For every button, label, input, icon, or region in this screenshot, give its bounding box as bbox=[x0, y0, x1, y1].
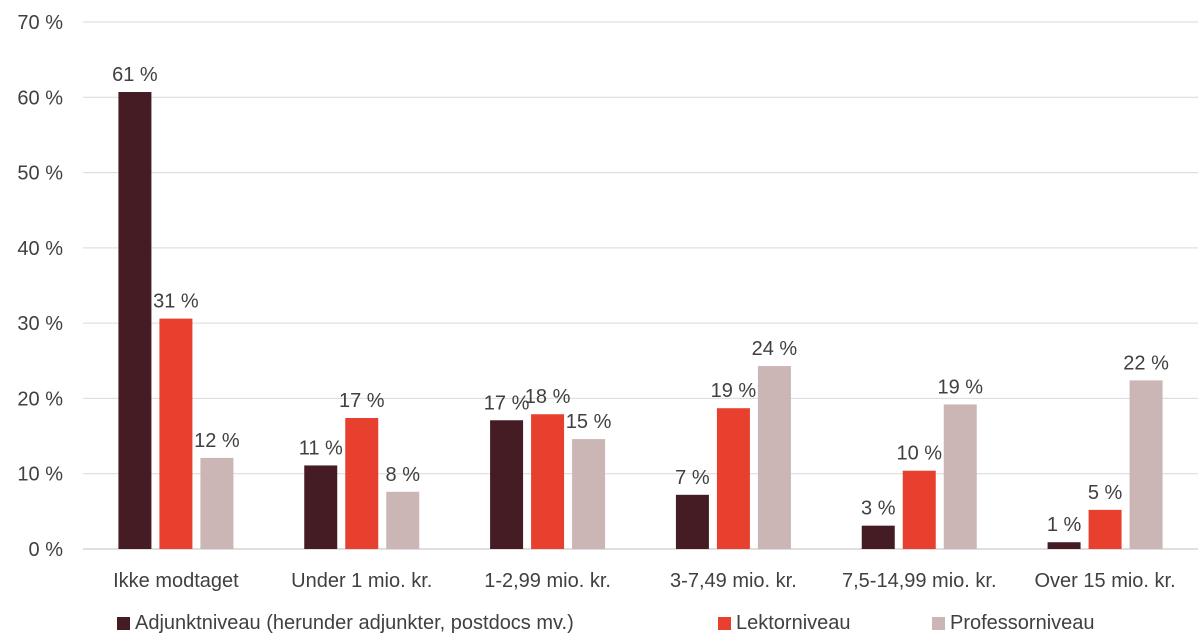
y-tick-label: 50 % bbox=[17, 163, 63, 185]
data-label: 17 % bbox=[484, 392, 530, 414]
bar bbox=[757, 366, 791, 549]
y-tick-label: 40 % bbox=[17, 238, 63, 260]
x-tick-label: 1-2,99 mio. kr. bbox=[484, 570, 611, 592]
x-tick-label: Over 15 mio. kr. bbox=[1035, 570, 1176, 592]
y-axis-tick-labels: 0 % 10 % 20 % 30 % 40 % 50 % 60 % 70 % bbox=[17, 12, 63, 561]
bar bbox=[345, 418, 379, 549]
legend-label-professorniveau: Professorniveau bbox=[950, 612, 1095, 634]
data-label: 12 % bbox=[194, 430, 240, 452]
bar bbox=[304, 465, 338, 549]
data-label: 19 % bbox=[937, 376, 983, 398]
x-tick-label: 3-7,49 mio. kr. bbox=[670, 570, 797, 592]
legend-item-lektorniveau: Lektorniveau bbox=[718, 612, 851, 635]
bar bbox=[1129, 380, 1163, 549]
data-label: 11 % bbox=[299, 437, 343, 459]
bar bbox=[1088, 509, 1122, 549]
legend-item-adjunktniveau: Adjunktniveau (herunder adjunkter, postd… bbox=[117, 612, 574, 635]
data-label: 18 % bbox=[525, 386, 571, 408]
data-label: 61 % bbox=[112, 64, 158, 86]
bar bbox=[943, 404, 977, 549]
gridlines bbox=[83, 21, 1198, 550]
legend-label-adjunktniveau: Adjunktniveau (herunder adjunkter, postd… bbox=[135, 612, 574, 634]
legend: Adjunktniveau (herunder adjunkter, postd… bbox=[0, 612, 1200, 638]
legend-swatch-lektorniveau bbox=[718, 617, 731, 630]
data-label: 31 % bbox=[153, 291, 199, 313]
bar bbox=[200, 457, 234, 549]
bar bbox=[1047, 542, 1081, 549]
data-label: 24 % bbox=[752, 338, 798, 360]
bar bbox=[572, 439, 606, 549]
data-label: 22 % bbox=[1123, 352, 1169, 374]
x-tick-label: Under 1 mio. kr. bbox=[291, 570, 432, 592]
legend-label-lektorniveau: Lektorniveau bbox=[736, 612, 851, 634]
data-label: 19 % bbox=[711, 380, 757, 402]
data-labels: 61 %31 %12 % 11 %17 %8 %17 %18 %15 %7 %19… bbox=[112, 64, 1169, 536]
y-tick-label: 0 % bbox=[29, 539, 64, 561]
y-tick-label: 30 % bbox=[17, 313, 63, 335]
bar bbox=[159, 318, 193, 549]
bar bbox=[716, 408, 750, 549]
x-tick-label: 7,5-14,99 mio. kr. bbox=[842, 570, 997, 592]
legend-item-professorniveau: Professorniveau bbox=[932, 612, 1095, 635]
bar bbox=[675, 494, 709, 549]
data-label: 1 % bbox=[1047, 514, 1082, 536]
bar bbox=[861, 525, 895, 549]
bars bbox=[118, 92, 1163, 549]
x-tick-label: Ikke modtaget bbox=[113, 570, 239, 592]
data-label: 5 % bbox=[1088, 482, 1123, 504]
data-label: 10 % bbox=[896, 443, 942, 465]
x-axis-tick-labels: Ikke modtaget Under 1 mio. kr. 1-2,99 mio.… bbox=[113, 570, 1176, 592]
y-tick-label: 10 % bbox=[17, 464, 63, 486]
y-tick-label: 20 % bbox=[17, 388, 63, 410]
bar bbox=[902, 470, 936, 549]
legend-swatch-professorniveau bbox=[932, 617, 945, 630]
y-tick-label: 60 % bbox=[17, 87, 63, 109]
legend-swatch-adjunktniveau bbox=[117, 617, 130, 630]
data-label: 3 % bbox=[861, 498, 896, 520]
y-tick-label: 70 % bbox=[17, 12, 63, 34]
data-label: 17 % bbox=[339, 390, 385, 412]
bar bbox=[118, 92, 152, 549]
data-label: 15 % bbox=[566, 411, 612, 433]
data-label: 7 % bbox=[675, 467, 710, 489]
bar bbox=[490, 420, 524, 549]
bar bbox=[531, 414, 565, 549]
data-label: 8 % bbox=[386, 464, 421, 486]
bar bbox=[386, 491, 420, 549]
